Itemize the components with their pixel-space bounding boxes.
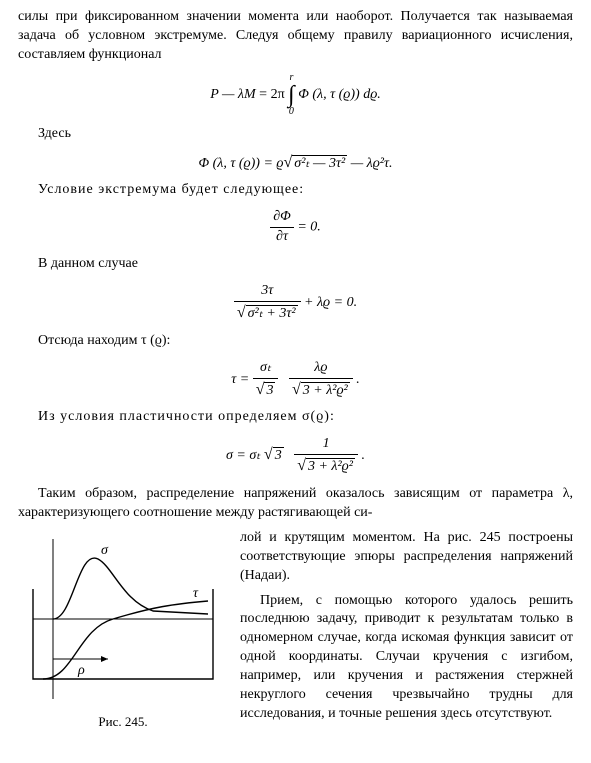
eq3-den: ∂τ <box>270 228 294 247</box>
plasticity-condition-text: Из условия пластичности определяем σ(ϱ): <box>18 408 573 427</box>
eq6-frac: 1 √3 + λ²ϱ² <box>294 435 358 477</box>
eq5-f1-den: √3 <box>253 379 279 401</box>
equation-4: 3τ √σ²ₜ + 3τ² + λϱ = 0. <box>18 282 573 324</box>
eq2-lhs: Φ (λ, τ (ϱ)) = ϱ <box>198 156 283 171</box>
intro-paragraph: силы при фиксированном значении момента … <box>18 8 573 65</box>
sigma-label: σ <box>101 543 109 558</box>
eq2-rad: σ²ₜ — 3τ² <box>292 155 347 171</box>
eq1-const: = 2π <box>259 87 284 102</box>
eq4-mid: + λϱ = 0. <box>301 295 358 310</box>
eq3-num: ∂Φ <box>270 208 294 228</box>
eq6-lhs: σ = σₜ <box>226 448 264 463</box>
eq5-lhs: τ = <box>231 372 252 387</box>
tau-label: τ <box>193 586 199 601</box>
eq6-f-num: 1 <box>294 435 358 455</box>
equation-6: σ = σₜ √3 1 √3 + λ²ϱ² . <box>18 435 573 477</box>
eq6-end: . <box>358 448 365 463</box>
eq1-limits: r ∫ 0 <box>288 73 295 117</box>
eq5-end: . <box>353 372 360 387</box>
eq4-frac: 3τ √σ²ₜ + 3τ² <box>234 282 301 324</box>
equation-3: ∂Φ ∂τ = 0. <box>18 208 573 247</box>
eq4-den: √σ²ₜ + 3τ² <box>234 302 301 324</box>
eq5-f2-den: √3 + λ²ϱ² <box>289 379 353 401</box>
equation-1: P — λM = 2π r ∫ 0 Φ (λ, τ (ϱ)) dϱ. <box>18 73 573 117</box>
rho-label: ρ <box>77 663 85 678</box>
right-para-1: лой и крутящим моментом. На рис. 245 пос… <box>240 529 573 586</box>
eq1-lower: 0 <box>289 106 294 117</box>
eq6-rad1: 3 <box>273 447 284 463</box>
eq3-rhs: = 0. <box>294 220 321 235</box>
figure-245: σ τ ρ Рис. 245. <box>18 529 228 731</box>
eq2-rhs: — λϱ²τ. <box>347 156 392 171</box>
stress-diagram: σ τ ρ <box>23 529 223 709</box>
eq5-f1-num: σₜ <box>253 359 279 379</box>
eq1-integrand: Φ (λ, τ (ϱ)) dϱ. <box>298 87 381 102</box>
eq5-frac2: λϱ √3 + λ²ϱ² <box>289 359 353 401</box>
right-column: лой и крутящим моментом. На рис. 245 пос… <box>240 529 573 731</box>
eq3-frac: ∂Φ ∂τ <box>270 208 294 247</box>
sigma-curve <box>53 558 208 619</box>
eq6-f-den: √3 + λ²ϱ² <box>294 455 358 477</box>
figure-caption: Рис. 245. <box>98 713 147 731</box>
right-para-2: Прием, с помощью которого удалось решить… <box>240 592 573 724</box>
here-label: Здесь <box>18 125 573 144</box>
lower-region: σ τ ρ Рис. 245. лой и крутящим моментом.… <box>18 529 573 731</box>
extremum-condition-text: Условие экстремума будет следующее: <box>18 181 573 200</box>
eq5-f2-num: λϱ <box>289 359 353 379</box>
eq4-num: 3τ <box>234 282 301 302</box>
hence-find-text: Отсюда находим τ (ϱ): <box>18 332 573 351</box>
eq5-frac1: σₜ √3 <box>253 359 279 401</box>
in-this-case-text: В данном случае <box>18 255 573 274</box>
equation-2: Φ (λ, τ (ϱ)) = ϱ√σ²ₜ — 3τ² — λϱ²τ. <box>18 152 573 174</box>
thus-paragraph: Таким образом, распределение напряжений … <box>18 485 573 523</box>
eq1-lhs: P — λM <box>210 87 255 102</box>
equation-5: τ = σₜ √3 λϱ √3 + λ²ϱ² . <box>18 359 573 401</box>
